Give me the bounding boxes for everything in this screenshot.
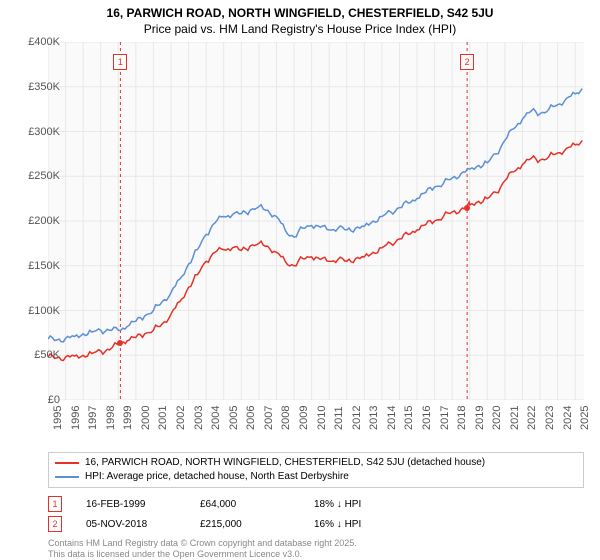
x-axis-label: 1997 — [87, 406, 99, 430]
footer-line-2: This data is licensed under the Open Gov… — [48, 549, 584, 560]
legend-swatch-2 — [55, 476, 79, 478]
transaction-row: 2 05-NOV-2018 £215,000 16% ↓ HPI — [48, 514, 584, 534]
x-axis-label: 2021 — [509, 406, 521, 430]
plot-area: 12 — [48, 42, 584, 400]
chart-svg — [48, 42, 584, 400]
transaction-table: 1 16-FEB-1999 £64,000 18% ↓ HPI 2 05-NOV… — [48, 494, 584, 534]
chart-area: 12 — [48, 42, 584, 422]
transaction-date-2: 05-NOV-2018 — [86, 519, 176, 530]
x-axis-label: 2008 — [280, 406, 292, 430]
y-axis-label: £200K — [28, 215, 60, 227]
y-axis-label: £0 — [48, 394, 60, 406]
legend-swatch-1 — [55, 462, 79, 464]
y-axis-label: £100K — [28, 305, 60, 317]
x-axis-label: 2019 — [474, 406, 486, 430]
x-axis-label: 2003 — [193, 406, 205, 430]
y-axis-label: £300K — [28, 126, 60, 138]
x-axis-label: 2011 — [333, 406, 345, 430]
x-axis-label: 1995 — [52, 406, 64, 430]
x-axis-label: 2015 — [403, 406, 415, 430]
y-axis-label: £350K — [28, 81, 60, 93]
y-axis-label: £150K — [28, 260, 60, 272]
transaction-pct-1: 18% ↓ HPI — [314, 499, 404, 510]
x-axis-label: 2010 — [316, 406, 328, 430]
x-axis-label: 2001 — [157, 406, 169, 430]
x-axis-label: 2024 — [562, 406, 574, 430]
y-axis-label: £400K — [28, 36, 60, 48]
x-axis-label: 2014 — [386, 406, 398, 430]
x-axis-label: 2002 — [175, 406, 187, 430]
legend-box: 16, PARWICH ROAD, NORTH WINGFIELD, CHEST… — [48, 452, 584, 488]
x-axis-label: 2017 — [439, 406, 451, 430]
y-axis-label: £50K — [34, 349, 60, 361]
marker-label: 2 — [460, 54, 474, 70]
x-axis-label: 2005 — [228, 406, 240, 430]
x-axis-label: 2023 — [544, 406, 556, 430]
chart-subtitle: Price paid vs. HM Land Registry's House … — [0, 20, 600, 36]
x-axis-label: 2020 — [491, 406, 503, 430]
legend-row-2: HPI: Average price, detached house, Nort… — [55, 470, 577, 484]
x-axis-label: 1998 — [105, 406, 117, 430]
x-axis-label: 2007 — [263, 406, 275, 430]
y-axis-label: £250K — [28, 170, 60, 182]
x-axis-label: 2016 — [421, 406, 433, 430]
marker-dot — [464, 205, 470, 211]
x-axis-label: 2022 — [526, 406, 538, 430]
footer-line-1: Contains HM Land Registry data © Crown c… — [48, 538, 584, 549]
footer-copyright: Contains HM Land Registry data © Crown c… — [48, 538, 584, 560]
x-axis-label: 2004 — [210, 406, 222, 430]
x-axis-label: 2009 — [298, 406, 310, 430]
legend-row-1: 16, PARWICH ROAD, NORTH WINGFIELD, CHEST… — [55, 456, 577, 470]
transaction-marker-1: 1 — [48, 496, 62, 512]
legend-label-1: 16, PARWICH ROAD, NORTH WINGFIELD, CHEST… — [85, 456, 485, 470]
x-axis-label: 2012 — [351, 406, 363, 430]
x-axis-label: 1996 — [70, 406, 82, 430]
x-axis-label: 2013 — [368, 406, 380, 430]
legend-label-2: HPI: Average price, detached house, Nort… — [85, 470, 349, 484]
x-axis-label: 2018 — [456, 406, 468, 430]
x-axis-label: 2025 — [579, 406, 591, 430]
marker-label: 1 — [113, 54, 127, 70]
transaction-date-1: 16-FEB-1999 — [86, 499, 176, 510]
x-axis-label: 1999 — [122, 406, 134, 430]
legend-and-footer: 16, PARWICH ROAD, NORTH WINGFIELD, CHEST… — [48, 452, 584, 560]
chart-container: 16, PARWICH ROAD, NORTH WINGFIELD, CHEST… — [0, 0, 600, 560]
marker-dot — [117, 340, 123, 346]
transaction-pct-2: 16% ↓ HPI — [314, 519, 404, 530]
transaction-price-2: £215,000 — [200, 519, 290, 530]
transaction-row: 1 16-FEB-1999 £64,000 18% ↓ HPI — [48, 494, 584, 514]
x-axis-label: 2006 — [245, 406, 257, 430]
transaction-price-1: £64,000 — [200, 499, 290, 510]
transaction-marker-2: 2 — [48, 516, 62, 532]
chart-title-address: 16, PARWICH ROAD, NORTH WINGFIELD, CHEST… — [0, 0, 600, 20]
x-axis-label: 2000 — [140, 406, 152, 430]
